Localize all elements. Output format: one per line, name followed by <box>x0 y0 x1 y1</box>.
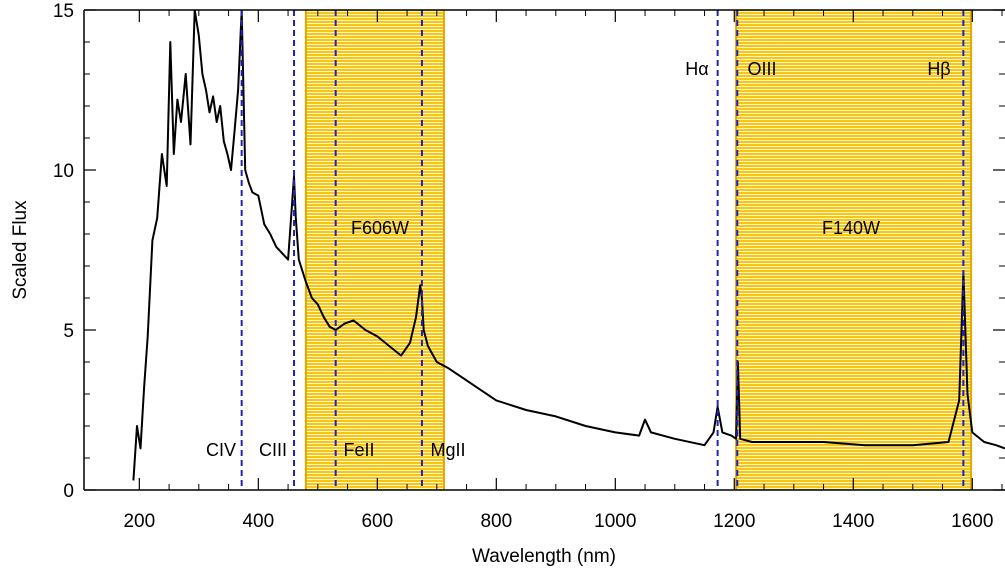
x-tick-label: 200 <box>123 511 155 532</box>
x-tick-label: 1600 <box>951 511 993 532</box>
spectrum-line-0 <box>132 10 1005 481</box>
emission-line-label: Hβ <box>927 59 950 79</box>
annotations: CIV CIII FeII MgII Hα OIII Hβ F606W F140W <box>206 59 951 460</box>
filter-band-label: F606W <box>351 218 409 238</box>
y-tick-label: 15 <box>53 1 74 22</box>
emission-line-label: MgII <box>430 440 465 460</box>
filter-band-1 <box>736 10 972 490</box>
axis-ticks: 200 400 600 800 1000 1200 1400 1600 0 5 10 15 <box>53 1 1005 532</box>
x-tick-label: 800 <box>480 511 512 532</box>
y-tick-label: 0 <box>63 481 74 502</box>
filter-band-0 <box>305 10 444 490</box>
filter-bands <box>304 10 973 490</box>
x-tick-label: 1400 <box>832 511 874 532</box>
y-tick-label: 10 <box>53 161 74 182</box>
x-tick-label: 1200 <box>713 511 755 532</box>
emission-line-label: OIII <box>747 59 776 79</box>
plot-axes <box>83 9 1005 491</box>
emission-lines <box>240 10 965 490</box>
emission-line-label: CIII <box>259 440 287 460</box>
x-tick-label: 600 <box>361 511 393 532</box>
y-axis-title: Scaled Flux <box>10 200 31 300</box>
x-tick-label: 400 <box>242 511 274 532</box>
emission-line-label: CIV <box>206 440 236 460</box>
filter-band-label: F140W <box>822 218 880 238</box>
emission-line-label: Hα <box>685 59 708 79</box>
spectrum-series <box>132 10 1005 481</box>
emission-line-label: FeII <box>343 440 374 460</box>
x-tick-label: 1000 <box>594 511 636 532</box>
x-axis-title: Wavelength (nm) <box>472 546 616 567</box>
y-tick-label: 5 <box>63 321 74 342</box>
